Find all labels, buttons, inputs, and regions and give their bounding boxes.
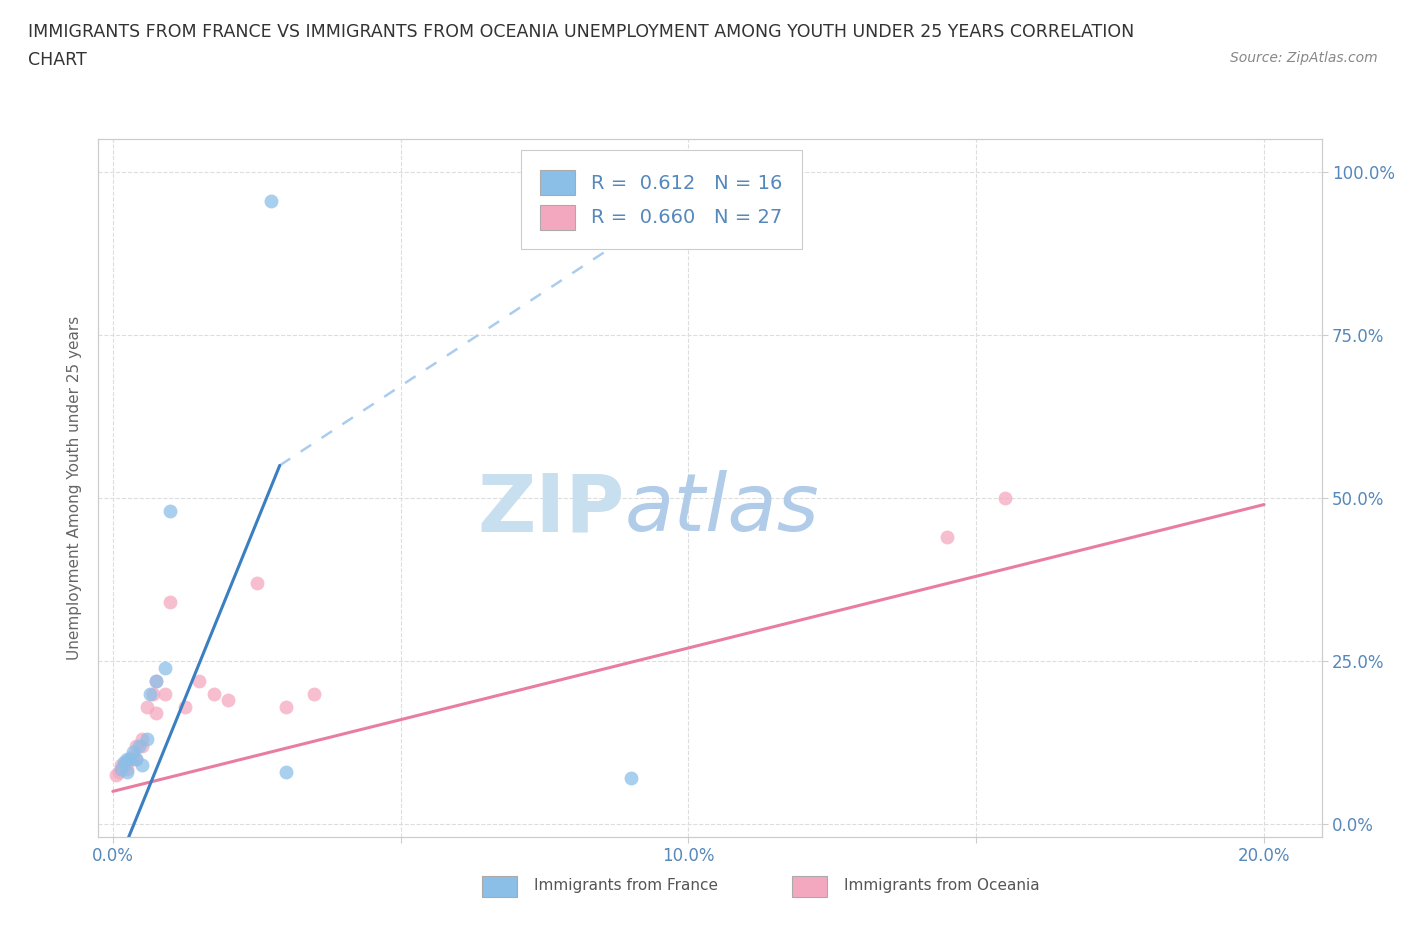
Point (153, 686, 176, 701)
Legend: R =  0.612   N = 16, R =  0.660   N = 27: R = 0.612 N = 16, R = 0.660 N = 27 (526, 156, 796, 243)
Point (136, 732, 159, 747)
Text: atlas: atlas (624, 471, 820, 548)
Text: IMMIGRANTS FROM FRANCE VS IMMIGRANTS FROM OCEANIA UNEMPLOYMENT AMONG YOUTH UNDER: IMMIGRANTS FROM FRANCE VS IMMIGRANTS FRO… (28, 23, 1135, 41)
Point (122, 745, 145, 760)
Point (125, 751, 148, 766)
Point (260, 194, 283, 209)
Point (202, 686, 225, 701)
Point (122, 748, 145, 763)
Point (246, 576, 269, 591)
Point (159, 595, 181, 610)
Point (145, 706, 167, 721)
Point (620, 771, 643, 786)
Point (139, 686, 162, 701)
Point (110, 761, 132, 776)
Point (131, 738, 153, 753)
Point (125, 751, 148, 766)
Text: Immigrants from France: Immigrants from France (534, 878, 718, 893)
Y-axis label: Unemployment Among Youth under 25 years: Unemployment Among Youth under 25 years (67, 316, 83, 660)
Text: Immigrants from Oceania: Immigrants from Oceania (844, 878, 1039, 893)
Point (136, 699, 159, 714)
Point (304, 686, 326, 701)
Point (120, 751, 142, 766)
Point (107, 764, 129, 779)
Point (125, 738, 148, 753)
Point (994, 491, 1017, 506)
Point (110, 758, 132, 773)
Point (142, 686, 165, 701)
Point (188, 673, 211, 688)
Point (153, 660, 176, 675)
Point (112, 758, 135, 773)
Point (217, 693, 239, 708)
Point (131, 732, 153, 747)
Point (115, 754, 138, 769)
Point (128, 738, 150, 753)
Point (159, 504, 181, 519)
Point (120, 751, 142, 766)
Point (274, 764, 297, 779)
Point (274, 699, 297, 714)
Text: CHART: CHART (28, 51, 87, 69)
Text: Source: ZipAtlas.com: Source: ZipAtlas.com (1230, 51, 1378, 65)
Point (145, 673, 167, 688)
Point (115, 751, 138, 766)
Point (145, 673, 167, 688)
Point (104, 767, 127, 782)
Point (936, 530, 959, 545)
Text: ZIP: ZIP (477, 471, 624, 548)
Point (115, 764, 138, 779)
Point (173, 699, 195, 714)
Point (112, 754, 135, 769)
Point (115, 761, 138, 776)
Point (131, 758, 153, 773)
